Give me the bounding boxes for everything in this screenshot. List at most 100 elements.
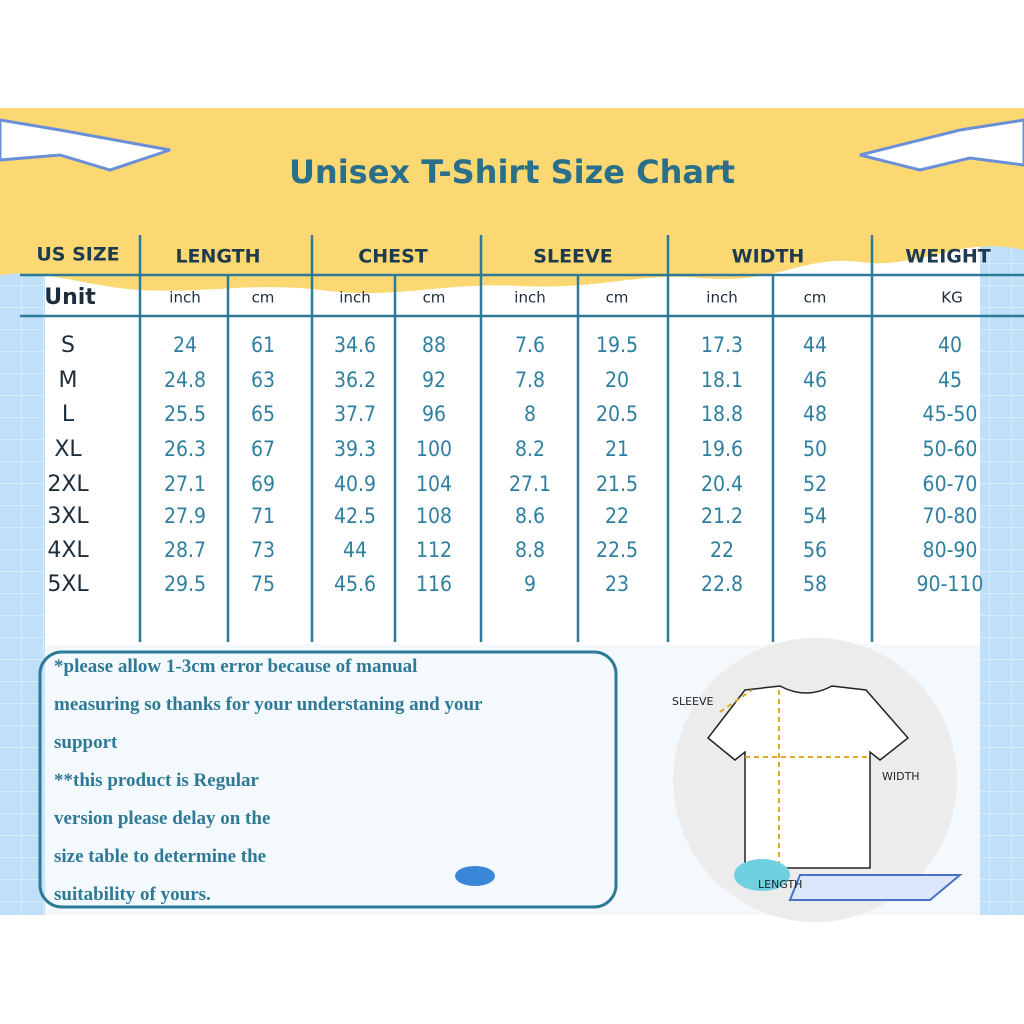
yellow-band <box>0 108 1024 294</box>
cell: 17.3 <box>701 333 743 357</box>
cell: 36.2 <box>334 368 376 392</box>
tree <box>734 859 790 891</box>
title: Unisex T-Shirt Size Chart <box>289 153 735 191</box>
cell: 8.6 <box>515 504 545 528</box>
cell: 22.5 <box>596 538 638 562</box>
cell: 67 <box>251 437 275 461</box>
cell: 65 <box>251 402 275 426</box>
cell: 112 <box>416 538 452 562</box>
cell: 42.5 <box>334 504 376 528</box>
column-header: WIDTH <box>732 246 805 268</box>
size-label: XL <box>54 437 82 462</box>
cell: 96 <box>422 402 446 426</box>
cell: 40 <box>938 333 962 357</box>
column-header: CHEST <box>358 246 428 268</box>
cell: 8.2 <box>515 437 545 461</box>
diagram-label: SLEEVE <box>672 695 714 708</box>
unit: cm <box>804 289 827 307</box>
cell: 21.5 <box>596 472 638 496</box>
cell: 39.3 <box>334 437 376 461</box>
cell: 7.8 <box>515 368 545 392</box>
cell: 21.2 <box>701 504 743 528</box>
note-line: version please delay on the <box>54 808 270 829</box>
cell: 19.6 <box>701 437 743 461</box>
cell: 92 <box>422 368 446 392</box>
unit: inch <box>706 289 737 307</box>
cell: 9 <box>524 572 536 596</box>
cell: 108 <box>416 504 452 528</box>
note-line: suitability of yours. <box>54 884 211 905</box>
cloud <box>455 866 495 886</box>
cell: 54 <box>803 504 827 528</box>
pointing-hand <box>0 118 171 172</box>
cell: 24 <box>173 333 197 357</box>
pointing-hand <box>859 118 1024 172</box>
cell: 27.1 <box>509 472 551 496</box>
cell: 80-90 <box>923 538 978 562</box>
cell: 22 <box>605 504 629 528</box>
cell: 60-70 <box>923 472 978 496</box>
cell: 52 <box>803 472 827 496</box>
size-label: L <box>62 402 75 427</box>
cell: 75 <box>251 572 275 596</box>
cell: 44 <box>803 333 827 357</box>
column-header: US SIZE <box>36 244 119 266</box>
cell: 22.8 <box>701 572 743 596</box>
cell: 104 <box>416 472 452 496</box>
cell: 61 <box>251 333 275 357</box>
cell: 50-60 <box>923 437 978 461</box>
cell: 27.9 <box>164 504 206 528</box>
cell: 18.1 <box>701 368 743 392</box>
cell: 48 <box>803 402 827 426</box>
unit: KG <box>941 289 962 307</box>
cell: 20.4 <box>701 472 743 496</box>
cell: 26.3 <box>164 437 206 461</box>
size-label: 4XL <box>47 538 89 563</box>
note-line: size table to determine the <box>54 846 266 867</box>
cell: 34.6 <box>334 333 376 357</box>
size-label: M <box>59 368 78 393</box>
note-line: *please allow 1-3cm error because of man… <box>54 656 417 677</box>
cell: 50 <box>803 437 827 461</box>
size-label: 2XL <box>47 472 89 497</box>
house <box>788 874 963 901</box>
cell: 20.5 <box>596 402 638 426</box>
unit: cm <box>423 289 446 307</box>
table-panel <box>45 230 980 645</box>
unit: inch <box>514 289 545 307</box>
cell: 69 <box>251 472 275 496</box>
cell: 19.5 <box>596 333 638 357</box>
unit: cm <box>606 289 629 307</box>
cell: 37.7 <box>334 402 376 426</box>
cell: 7.6 <box>515 333 545 357</box>
unit: inch <box>169 289 200 307</box>
cell: 46 <box>803 368 827 392</box>
cell: 71 <box>251 504 275 528</box>
cell: 25.5 <box>164 402 206 426</box>
cell: 116 <box>416 572 452 596</box>
cell: 90-110 <box>917 572 984 596</box>
cell: 100 <box>416 437 452 461</box>
note-line: support <box>54 732 118 753</box>
unit-label: Unit <box>44 285 96 310</box>
diagram-label: LENGTH <box>758 878 802 891</box>
cell: 8 <box>524 402 536 426</box>
cell: 24.8 <box>164 368 206 392</box>
unit: cm <box>252 289 275 307</box>
cell: 70-80 <box>923 504 978 528</box>
column-header: SLEEVE <box>533 246 612 268</box>
cell: 22 <box>710 538 734 562</box>
cell: 40.9 <box>334 472 376 496</box>
note-line: **this product is Regular <box>54 770 260 791</box>
cell: 23 <box>605 572 629 596</box>
table-lines <box>20 235 1024 642</box>
cell: 18.8 <box>701 402 743 426</box>
cell: 27.1 <box>164 472 206 496</box>
size-label: 3XL <box>47 504 89 529</box>
cell: 45.6 <box>334 572 376 596</box>
cell: 45 <box>938 368 962 392</box>
note-line: measuring so thanks for your understanin… <box>54 694 483 715</box>
notes-box <box>38 650 618 909</box>
cell: 73 <box>251 538 275 562</box>
cell: 20 <box>605 368 629 392</box>
